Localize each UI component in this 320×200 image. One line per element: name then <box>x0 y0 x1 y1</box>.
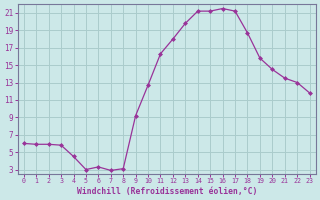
X-axis label: Windchill (Refroidissement éolien,°C): Windchill (Refroidissement éolien,°C) <box>76 187 257 196</box>
